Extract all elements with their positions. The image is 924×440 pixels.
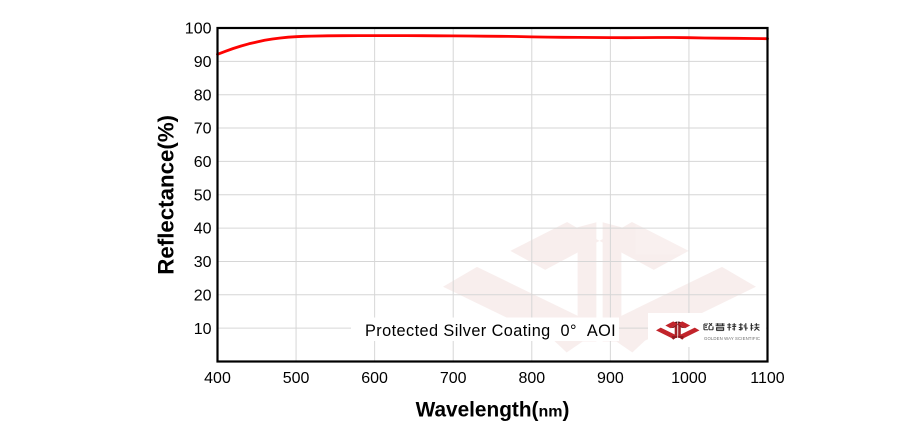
svg-text:600: 600: [361, 370, 388, 387]
svg-text:700: 700: [440, 370, 467, 387]
svg-text:70: 70: [194, 121, 212, 138]
svg-text:20: 20: [194, 287, 212, 304]
svg-text:1100: 1100: [750, 370, 785, 387]
svg-text:Protected Silver Coating 0°: Protected Silver Coating 0° AOI: [365, 322, 616, 340]
svg-text:100: 100: [185, 21, 212, 38]
svg-text:60: 60: [194, 154, 212, 171]
svg-text:Wavelength(nm): Wavelength(nm): [416, 399, 570, 422]
svg-text:80: 80: [194, 87, 212, 104]
svg-text:40: 40: [194, 221, 212, 238]
svg-text:500: 500: [283, 370, 310, 387]
svg-text:1000: 1000: [671, 370, 707, 387]
svg-text:30: 30: [194, 254, 212, 271]
svg-text:GOLDEN WAY SCIENTIFIC: GOLDEN WAY SCIENTIFIC: [704, 336, 760, 341]
svg-text:50: 50: [194, 187, 212, 204]
svg-text:400: 400: [204, 370, 231, 387]
svg-text:800: 800: [518, 370, 545, 387]
svg-text:90: 90: [194, 54, 212, 71]
svg-text:900: 900: [597, 370, 624, 387]
svg-text:Reflectance(%): Reflectance(%): [154, 115, 179, 275]
svg-text:10: 10: [194, 321, 212, 338]
